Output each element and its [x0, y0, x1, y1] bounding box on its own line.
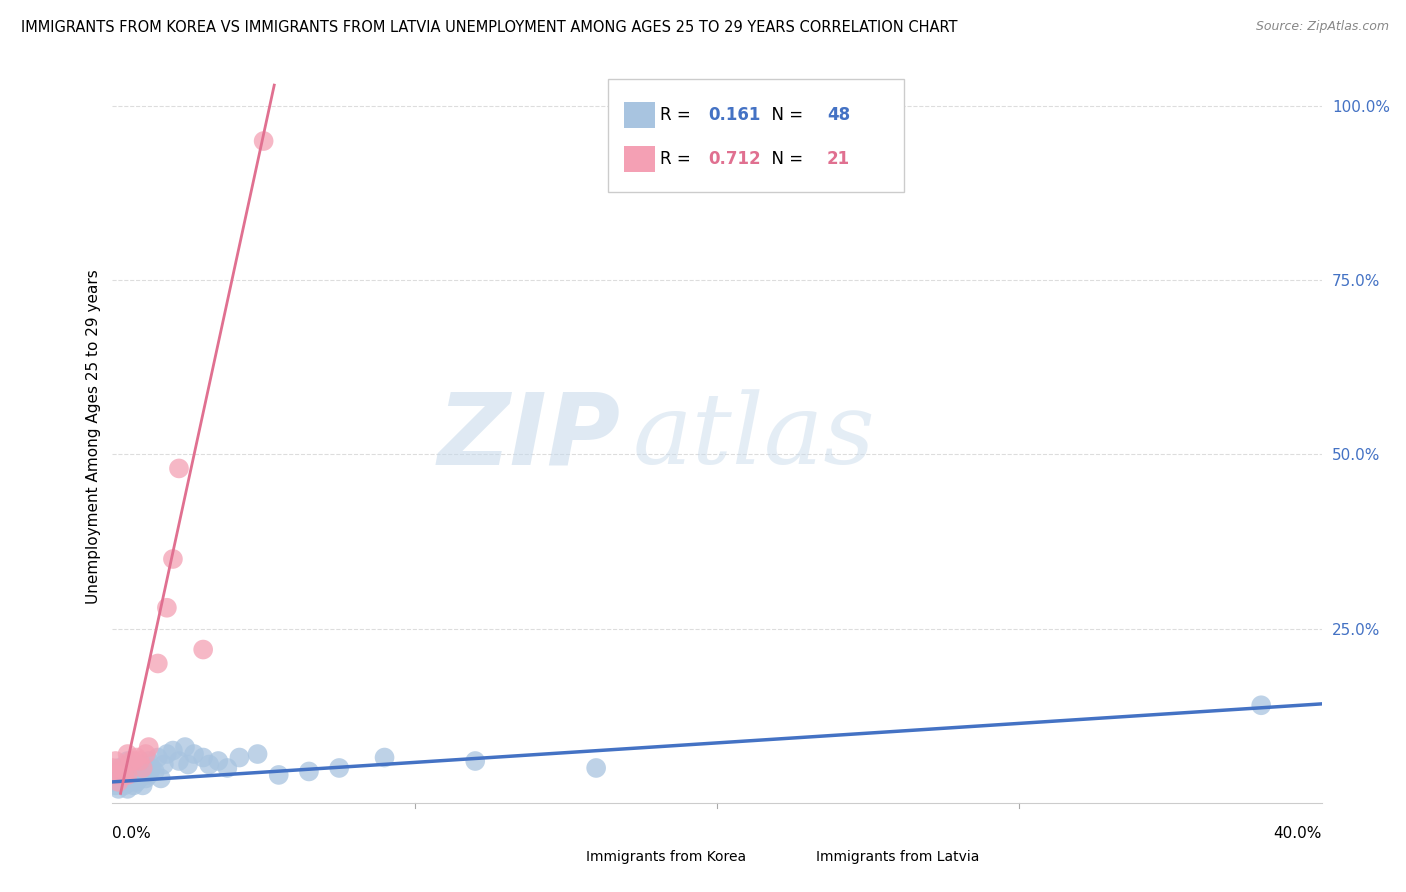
- Point: [135, 747, 157, 761]
- Point: [183, 747, 205, 761]
- Point: [167, 754, 190, 768]
- Text: Immigrants from Latvia: Immigrants from Latvia: [817, 850, 980, 864]
- Y-axis label: Unemployment Among Ages 25 to 29 years: Unemployment Among Ages 25 to 29 years: [86, 269, 101, 605]
- Text: 40.0%: 40.0%: [1274, 826, 1322, 841]
- Point: [114, 772, 136, 786]
- FancyBboxPatch shape: [609, 78, 904, 192]
- Point: [120, 754, 142, 768]
- Point: [138, 768, 160, 782]
- Text: N =: N =: [761, 150, 808, 168]
- Point: [117, 754, 139, 768]
- Point: [228, 750, 250, 764]
- Point: [117, 768, 139, 782]
- Point: [328, 761, 350, 775]
- Point: [585, 761, 607, 775]
- Point: [298, 764, 321, 779]
- Text: Immigrants from Korea: Immigrants from Korea: [586, 850, 747, 864]
- Text: R =: R =: [661, 150, 696, 168]
- Point: [104, 754, 127, 768]
- Point: [374, 750, 396, 764]
- FancyBboxPatch shape: [624, 146, 655, 172]
- Point: [198, 757, 221, 772]
- Point: [138, 740, 160, 755]
- Point: [125, 775, 148, 789]
- Point: [117, 747, 139, 761]
- Point: [125, 750, 148, 764]
- Text: N =: N =: [761, 106, 808, 124]
- Point: [135, 772, 157, 786]
- FancyBboxPatch shape: [782, 846, 813, 869]
- Point: [132, 778, 155, 792]
- Point: [122, 754, 145, 768]
- Point: [122, 778, 145, 792]
- Point: [107, 775, 129, 789]
- Text: 21: 21: [827, 150, 851, 168]
- Point: [104, 768, 127, 782]
- Text: IMMIGRANTS FROM KOREA VS IMMIGRANTS FROM LATVIA UNEMPLOYMENT AMONG AGES 25 TO 29: IMMIGRANTS FROM KOREA VS IMMIGRANTS FROM…: [21, 20, 957, 35]
- Point: [143, 764, 166, 779]
- Point: [141, 761, 163, 775]
- Point: [125, 761, 148, 775]
- Point: [146, 657, 169, 671]
- Point: [107, 781, 129, 796]
- Point: [207, 754, 229, 768]
- Text: ZIP: ZIP: [437, 389, 620, 485]
- Point: [153, 757, 176, 772]
- Point: [138, 754, 160, 768]
- Point: [107, 761, 129, 775]
- Point: [104, 778, 127, 792]
- Text: 0.712: 0.712: [709, 150, 761, 168]
- Point: [114, 768, 136, 782]
- Text: R =: R =: [661, 106, 696, 124]
- Point: [104, 768, 127, 782]
- Point: [146, 750, 169, 764]
- Point: [101, 761, 124, 775]
- Point: [114, 778, 136, 792]
- Point: [149, 772, 172, 786]
- Point: [128, 772, 150, 786]
- Point: [253, 134, 276, 148]
- Point: [101, 775, 124, 789]
- Text: Source: ZipAtlas.com: Source: ZipAtlas.com: [1256, 20, 1389, 33]
- Point: [156, 747, 179, 761]
- Point: [246, 747, 269, 761]
- Point: [120, 761, 142, 775]
- Point: [464, 754, 486, 768]
- Text: 48: 48: [827, 106, 851, 124]
- Point: [132, 761, 155, 775]
- Point: [128, 764, 150, 779]
- Point: [120, 775, 142, 789]
- Point: [110, 775, 132, 789]
- Point: [156, 600, 179, 615]
- Point: [191, 642, 214, 657]
- Point: [122, 768, 145, 782]
- Text: 0.0%: 0.0%: [112, 826, 152, 841]
- Point: [117, 781, 139, 796]
- Point: [162, 552, 184, 566]
- Point: [177, 757, 200, 772]
- Text: atlas: atlas: [633, 390, 875, 484]
- Point: [167, 461, 190, 475]
- Point: [110, 764, 132, 779]
- Point: [174, 740, 197, 755]
- Point: [267, 768, 290, 782]
- Point: [1250, 698, 1272, 713]
- Text: 0.161: 0.161: [709, 106, 761, 124]
- Point: [217, 761, 239, 775]
- FancyBboxPatch shape: [624, 102, 655, 128]
- Point: [128, 754, 150, 768]
- Point: [132, 757, 155, 772]
- Point: [162, 743, 184, 757]
- FancyBboxPatch shape: [551, 846, 583, 869]
- Point: [191, 750, 214, 764]
- Point: [110, 761, 132, 775]
